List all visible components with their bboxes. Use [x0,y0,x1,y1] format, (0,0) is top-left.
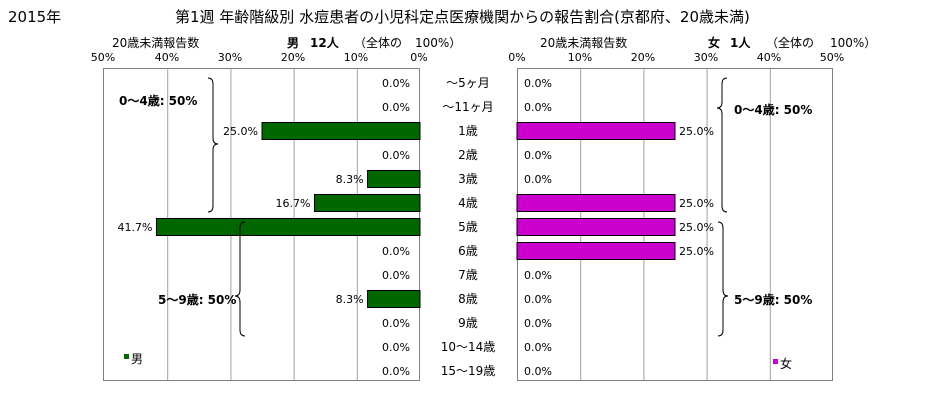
male-sex-label: 男 [287,36,300,50]
female-data-label: 0.0% [524,293,552,306]
category-label: ～5ヶ月 [446,76,490,90]
male-data-label: 0.0% [382,341,410,354]
male-bar [313,194,421,212]
female-data-label: 0.0% [524,317,552,330]
female-data-label: 0.0% [524,149,552,162]
male-bracket-label-0-4: 0～4歳: 50% [119,94,198,108]
male-data-label: 0.0% [382,245,410,258]
female-bar [516,242,676,260]
right-tick: 50% [819,51,845,64]
male-bar [261,122,421,140]
category-label: 9歳 [458,316,478,330]
male-bar [367,170,421,188]
male-count-label: 20歳未満報告数 [112,36,200,50]
male-data-label: 16.7% [276,197,311,210]
male-bracket-0-4 [207,77,219,213]
female-data-label: 0.0% [524,101,552,114]
male-count-value: 12人 [310,36,339,50]
right-tick: 10% [567,51,593,64]
male-legend-swatch [124,354,129,359]
male-data-label: 0.0% [382,149,410,162]
female-data-label: 25.0% [679,221,714,234]
year-label: 2015年 [8,8,62,26]
left-tick: 40% [154,51,180,64]
female-legend-label: 女 [780,357,793,371]
left-tick: 10% [343,51,369,64]
female-bracket-5-9 [717,221,729,337]
female-sex-label: 女 [708,36,721,50]
female-share-value: 100%） [830,36,877,50]
male-data-label: 8.3% [336,173,364,186]
left-tick: 0% [410,51,428,64]
male-data-label: 0.0% [382,101,410,114]
male-bar [367,290,421,308]
male-data-label: 0.0% [382,365,410,378]
male-bracket-5-9 [234,221,246,337]
left-tick: 30% [217,51,243,64]
male-share-value: 100%） [415,36,462,50]
male-data-label: 0.0% [382,269,410,282]
female-data-label: 0.0% [524,173,552,186]
right-tick: 30% [693,51,719,64]
male-bracket-label-5-9: 5～9歳: 50% [158,293,237,307]
female-data-label: 0.0% [524,365,552,378]
male-data-label: 25.0% [223,125,258,138]
category-label: 1歳 [458,124,478,138]
female-share-label: （全体の [766,36,815,50]
category-label: 2歳 [458,148,478,162]
right-tick: 0% [508,51,526,64]
female-bracket-label-5-9: 5～9歳: 50% [734,293,813,307]
category-label: ～11ヶ月 [442,100,493,114]
category-label: 7歳 [458,268,478,282]
male-data-label: 0.0% [382,317,410,330]
male-data-label: 8.3% [336,293,364,306]
female-count-value: 1人 [730,36,751,50]
chart-title: 第1週 年齢階級別 水痘患者の小児科定点医療機関からの報告割合(京都府、20歳未… [175,8,750,26]
male-bar [155,218,421,236]
female-bar [516,122,676,140]
female-data-label: 0.0% [524,77,552,90]
category-label: 6歳 [458,244,478,258]
category-label: 8歳 [458,292,478,306]
left-tick: 50% [90,51,116,64]
female-bracket-label-0-4: 0～4歳: 50% [734,103,813,117]
right-tick: 20% [630,51,656,64]
female-count-label: 20歳未満報告数 [540,36,628,50]
male-data-label: 0.0% [382,77,410,90]
female-data-label: 0.0% [524,341,552,354]
right-tick: 40% [756,51,782,64]
category-label: 15～19歳 [441,364,496,378]
female-data-label: 0.0% [524,269,552,282]
category-label: 4歳 [458,196,478,210]
female-data-label: 25.0% [679,245,714,258]
male-share-label: （全体の [354,36,403,50]
left-tick: 20% [280,51,306,64]
female-data-label: 25.0% [679,197,714,210]
male-legend-label: 男 [131,352,144,366]
male-data-label: 41.7% [118,221,153,234]
female-bracket-0-4 [716,77,728,213]
female-data-label: 25.0% [679,125,714,138]
category-label: 10～14歳 [441,340,496,354]
female-bar [516,194,676,212]
category-label: 5歳 [458,220,478,234]
female-bar [516,218,676,236]
female-legend-swatch [773,359,778,364]
category-label: 3歳 [458,172,478,186]
